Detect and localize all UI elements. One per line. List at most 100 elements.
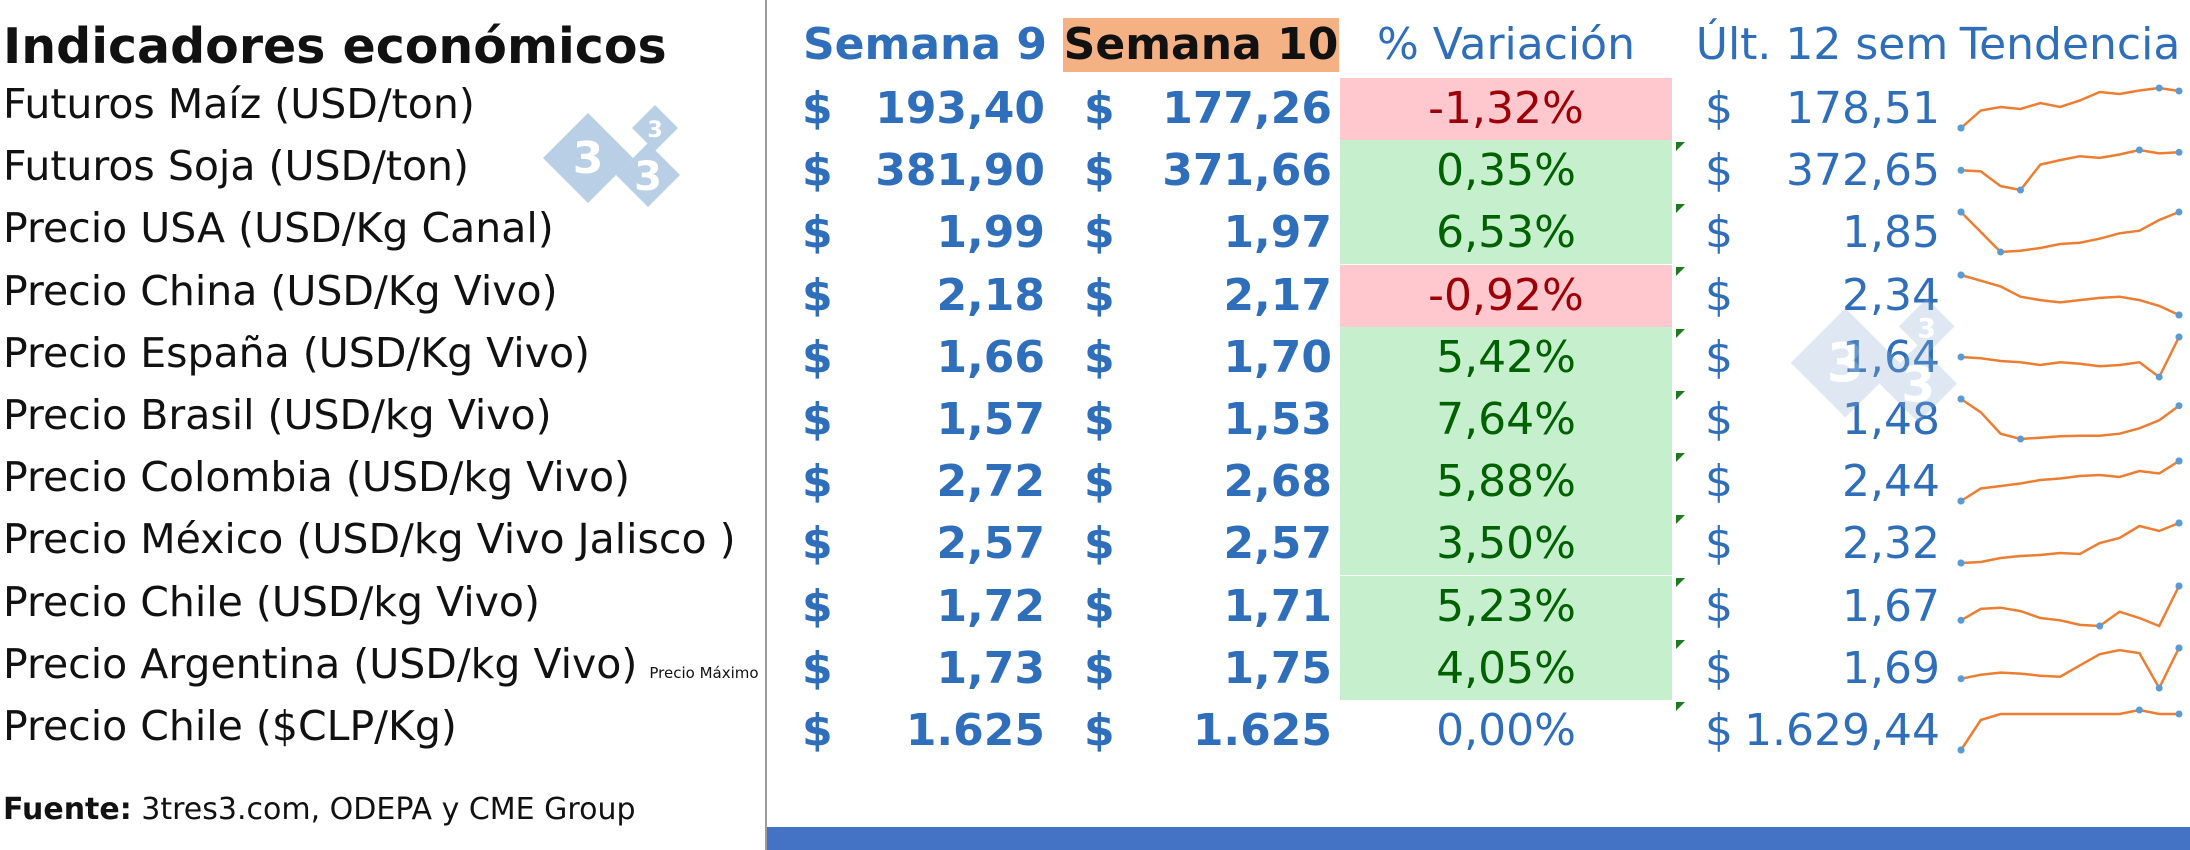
currency-symbol: $ — [1705, 705, 1733, 756]
indicator-name: Precio Brasil (USD/kg Vivo) — [3, 391, 552, 439]
currency-symbol: $ — [1705, 581, 1733, 632]
week9-value: 1,57 — [936, 394, 1045, 445]
trend-sparkline — [1957, 271, 2183, 319]
error-indicator — [1676, 453, 1685, 462]
trend-point — [1957, 559, 1965, 567]
trend-line — [1960, 336, 2181, 379]
week9-value: 2,72 — [936, 456, 1045, 507]
trend-line — [1960, 647, 2181, 691]
error-indicator — [1676, 267, 1685, 276]
error-indicator — [1676, 329, 1685, 338]
last12-value: 1,64 — [1735, 327, 1940, 389]
currency-symbol: $ — [1084, 581, 1115, 632]
last12-value: 2,34 — [1842, 270, 1940, 321]
error-indicator — [1676, 578, 1685, 587]
indicator-name: Precio China (USD/Kg Vivo) — [3, 267, 558, 315]
trend-point — [2175, 402, 2183, 410]
trend-point — [2175, 311, 2183, 319]
week10-value: 2,17 — [1223, 270, 1332, 321]
trend-point — [1957, 616, 1965, 624]
week10-value: 2,57 — [1223, 518, 1332, 569]
last12-value: 2,44 — [1842, 456, 1940, 507]
trend-line — [1960, 585, 2181, 628]
last12-value: 1.629,44 — [1744, 705, 1940, 756]
indicator-name: Precio Argentina (USD/kg Vivo) — [3, 640, 638, 688]
variation-value: -1,32% — [1340, 78, 1672, 140]
trend-point — [2175, 87, 2183, 95]
week9-value: 2,18 — [936, 270, 1045, 321]
currency-symbol: $ — [1084, 456, 1115, 507]
currency-symbol: $ — [802, 518, 833, 569]
trend-point — [1957, 675, 1965, 683]
trend-point — [2175, 519, 2183, 527]
currency-symbol: $ — [1705, 394, 1733, 445]
week10-value: 2,68 — [1223, 456, 1332, 507]
currency-symbol: $ — [802, 145, 833, 196]
logo-watermark-digit-1: 3 — [1827, 331, 1864, 394]
trend-point — [2096, 622, 2104, 630]
week10-value: 1,97 — [1223, 207, 1332, 258]
logo-digit-2: 3 — [647, 118, 662, 143]
currency-symbol: $ — [1705, 456, 1733, 507]
last12-value: 1,67 — [1842, 581, 1940, 632]
trend-sparkline — [1957, 706, 2183, 754]
trend-line — [1960, 459, 2180, 503]
currency-symbol: $ — [1705, 518, 1733, 569]
trend-point — [1957, 353, 1965, 361]
trend-point — [1957, 395, 1965, 403]
week10-value: 371,66 — [1162, 145, 1332, 196]
trend-sparkline — [1957, 582, 2183, 630]
currency-symbol: $ — [802, 581, 833, 632]
currency-symbol: $ — [1084, 332, 1115, 383]
week10-value: 1.625 — [1192, 705, 1332, 756]
currency-symbol: $ — [1705, 270, 1733, 321]
currency-symbol: $ — [802, 207, 833, 258]
trend-point — [2135, 146, 2143, 154]
trend-point — [1997, 248, 2005, 256]
trend-point — [2155, 373, 2163, 381]
logo-digit-3: 3 — [634, 154, 662, 200]
page-title: Indicadores económicos — [3, 18, 667, 75]
source-label: Fuente: — [3, 792, 132, 827]
trend-line — [1960, 397, 2180, 441]
week9-value: 1,99 — [936, 207, 1045, 258]
source-note: Fuente: 3tres3.com, ODEPA y CME Group — [3, 792, 636, 827]
trend-point — [2175, 148, 2183, 156]
currency-symbol: $ — [802, 270, 833, 321]
currency-symbol: $ — [1705, 83, 1733, 134]
currency-symbol: $ — [802, 332, 833, 383]
header-week10: Semana 10 — [1063, 18, 1339, 72]
currency-symbol: $ — [1084, 145, 1115, 196]
variation-value: 4,05% — [1340, 638, 1672, 700]
currency-symbol: $ — [802, 643, 833, 694]
currency-symbol: $ — [802, 456, 833, 507]
trend-sparkline — [1957, 395, 2183, 443]
indicator-label: Precio Chile (USD/kg Vivo) — [3, 578, 540, 626]
trend-point — [2017, 186, 2024, 194]
trend-line — [1959, 708, 2179, 751]
trend-point — [1957, 497, 1965, 505]
error-indicator — [1676, 204, 1685, 213]
week9-value: 2,57 — [936, 518, 1045, 569]
indicator-name: Precio Chile (USD/kg Vivo) — [3, 578, 540, 626]
currency-symbol: $ — [1084, 207, 1115, 258]
variation-value: 5,42% — [1340, 327, 1672, 389]
source-text: 3tres3.com, ODEPA y CME Group — [131, 792, 636, 827]
indicator-name: Precio Colombia (USD/kg Vivo) — [3, 453, 631, 501]
trend-sparkline — [1957, 84, 2183, 132]
trend-point — [1957, 746, 1965, 754]
trend-sparkline — [1957, 333, 2183, 381]
currency-symbol: $ — [1084, 705, 1115, 756]
currency-symbol: $ — [1084, 643, 1115, 694]
week9-value: 193,40 — [875, 83, 1045, 134]
indicator-name: Precio México (USD/kg Vivo Jalisco ) — [3, 515, 736, 563]
logo-watermark: 3 3 3 — [1790, 298, 1958, 423]
week9-value: 1,66 — [936, 332, 1045, 383]
currency-symbol: $ — [1705, 643, 1733, 694]
trend-point — [1957, 124, 1965, 132]
currency-symbol: $ — [1084, 270, 1115, 321]
variation-value: 3,50% — [1340, 513, 1672, 575]
logo-digit-1: 3 — [573, 133, 604, 184]
indicator-label: Futuros Maíz (USD/ton) — [3, 80, 475, 128]
variation-value: 5,23% — [1340, 576, 1672, 638]
